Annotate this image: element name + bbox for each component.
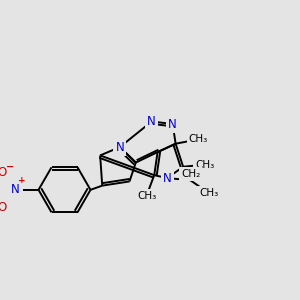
- Text: N: N: [147, 115, 156, 128]
- Text: CH₃: CH₃: [137, 191, 156, 201]
- Text: O: O: [0, 166, 7, 179]
- Text: CH₃: CH₃: [189, 134, 208, 144]
- Text: N: N: [168, 118, 177, 130]
- Text: O: O: [0, 201, 7, 214]
- Text: +: +: [17, 176, 25, 185]
- Text: −: −: [5, 161, 14, 171]
- Text: CH₃: CH₃: [195, 160, 214, 170]
- Text: N: N: [11, 183, 20, 196]
- Text: N: N: [163, 172, 172, 184]
- Text: N: N: [116, 141, 124, 154]
- Text: CH₂: CH₂: [181, 169, 200, 179]
- Text: CH₃: CH₃: [199, 188, 218, 198]
